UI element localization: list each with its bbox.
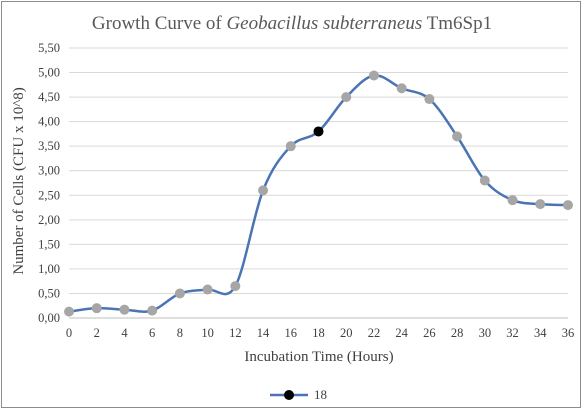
data-point [174,288,185,299]
data-point [119,304,130,315]
x-tick-label: 16 [285,326,298,340]
x-tick-label: 12 [229,326,242,340]
y-tick-label: 3,50 [38,139,60,153]
data-point [230,281,241,292]
grid-lines [69,47,568,319]
x-tick-label: 10 [201,326,214,340]
data-point [147,305,158,316]
data-point [368,70,379,81]
y-tick-label: 2,50 [38,188,60,202]
x-tick-label: 2 [94,326,100,340]
data-point [341,92,352,103]
data-point [452,131,463,142]
data-point [396,83,407,94]
data-point [479,175,490,186]
x-tick-label: 30 [479,326,492,340]
y-tick-label: 4,00 [38,115,60,129]
data-point-highlighted [313,126,324,137]
y-tick-label: 5,00 [38,66,60,80]
data-point [258,185,269,196]
x-tick-label: 34 [534,326,547,340]
data-point [64,306,74,317]
data-point [507,195,518,206]
chart-title-part-1: Growth Curve of [92,13,227,34]
data-point [202,284,213,295]
chart-title-part-3: Tm6Sp1 [422,13,492,34]
y-tick-label: 0,50 [38,286,60,300]
chart-title-organism: Geobacillus subterraneus [226,13,422,34]
x-tick-label: 6 [149,326,155,340]
y-axis-tick-labels: 0,00 0,50 1,00 1,50 2,00 2,50 3,00 3,50 4,00 4,50… [38,41,60,325]
x-tick-label: 26 [423,326,436,340]
y-axis-title: Number of Cells (CFU x 10^8) [11,87,27,274]
x-tick-label: 24 [395,326,408,340]
chart-title: Growth Curve of Geobacillus subterraneus… [92,13,492,34]
x-tick-label: 4 [121,326,128,340]
x-tick-label: 20 [340,326,353,340]
y-tick-label: 2,00 [38,213,60,227]
series-markers [64,70,573,317]
data-point [91,303,102,314]
legend: 18 [270,387,327,402]
x-tick-label: 28 [451,326,464,340]
x-tick-label: 18 [312,326,325,340]
x-axis-title: Incubation Time (Hours) [244,349,393,365]
x-tick-label: 14 [257,326,270,340]
y-tick-label: 1,50 [38,237,60,251]
data-point [535,199,546,210]
x-tick-label: 0 [66,326,72,340]
data-point [563,200,573,211]
y-tick-label: 5,50 [38,41,60,55]
y-tick-label: 1,00 [38,262,60,276]
x-tick-label: 36 [562,326,575,340]
x-axis-tick-labels: 0 2 4 6 8 10 12 14 16 18 20 22 24 26 28 30 32 34 36 [66,326,574,340]
y-tick-label: 0,00 [38,311,60,325]
x-tick-label: 22 [368,326,381,340]
data-point [424,94,435,105]
legend-label: 18 [314,387,327,402]
x-tick-label: 32 [506,326,519,340]
x-tick-label: 8 [177,326,183,340]
y-tick-label: 4,50 [38,90,60,104]
data-point [285,141,296,152]
series-line [68,74,569,313]
y-tick-label: 3,00 [38,164,60,178]
legend-marker [284,390,294,400]
